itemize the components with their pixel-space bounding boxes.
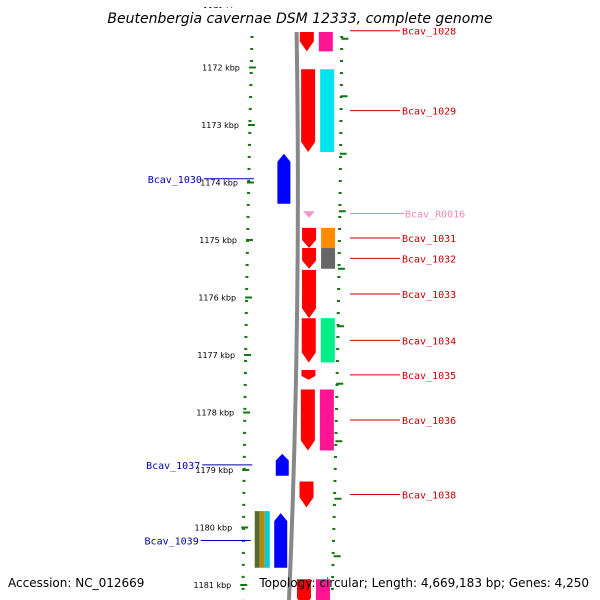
forward-gene-arrow (299, 32, 314, 52)
kbp-label: 1176 kbp (198, 294, 236, 303)
kbp-label: 1181 kbp (194, 581, 232, 590)
genome-backbone (287, 32, 300, 600)
genome-title: Beutenbergia cavernae DSM 12333, complet… (107, 11, 492, 27)
cog-color-block (321, 248, 336, 269)
cog-color-block (320, 318, 335, 363)
kbp-tick-group (240, 37, 349, 586)
gene-label: Bcav_1028 (402, 27, 456, 38)
forward-gene-arrow (300, 389, 315, 451)
kbp-label: 1175 kbp (199, 236, 237, 245)
rna-gene-mark (303, 211, 316, 218)
kbp-label: 1178 kbp (196, 409, 234, 418)
kbp-label: 1179 kbp (195, 466, 233, 475)
accession-label: Accession: NC_012669 (8, 576, 144, 590)
genes-layer (254, 0, 336, 600)
kbp-label: 1180 kbp (195, 524, 233, 533)
forward-gene-arrow (301, 318, 316, 363)
title-backing (110, 8, 490, 28)
gene-label: Bcav_R0016 (405, 210, 465, 221)
reverse-gene-arrow (274, 513, 288, 568)
gene-label: Bcav_1031 (402, 234, 456, 245)
cog-color-block (318, 0, 332, 9)
cog-color-stripe (259, 511, 265, 568)
cog-color-stripe (254, 511, 260, 568)
kbp-label: 1174 kbp (200, 179, 238, 188)
kbp-label: 1173 kbp (201, 121, 239, 130)
gene-label: Bcav_1036 (402, 416, 456, 427)
gene-label: Bcav_1037 (146, 461, 200, 472)
gene-label: Bcav_1034 (402, 336, 456, 347)
forward-gene-arrow (296, 579, 311, 600)
topology-label: Topology: circular; Length: 4,669,183 bp… (258, 576, 589, 590)
forward-gene-arrow (299, 0, 313, 9)
cog-color-block (320, 69, 335, 153)
cog-color-block (321, 227, 336, 249)
gene-label: Bcav_1038 (402, 490, 456, 501)
cog-color-block (319, 389, 334, 451)
forward-gene-arrow (301, 69, 316, 153)
right-tick-track (330, 32, 344, 600)
gene-label-group: Bcav_1028 Bcav_1029 Bcav_1030 Bcav_R0016 Bca… (145, 27, 466, 548)
gene-label: Bcav_1033 (402, 290, 456, 301)
reverse-gene-arrow (277, 153, 291, 204)
forward-gene-arrow (301, 369, 316, 380)
forward-gene-arrow (302, 269, 317, 319)
gene-label: Bcav_1030 (148, 175, 202, 186)
kbp-label: 1177 kbp (197, 351, 235, 360)
kbp-label: 1172 kbp (202, 64, 240, 73)
gene-label: Bcav_1035 (402, 371, 456, 382)
reverse-gene-arrow (275, 453, 289, 476)
left-tick-track (241, 32, 254, 600)
map-layer (240, 0, 349, 600)
forward-gene-arrow (299, 481, 314, 508)
forward-gene-arrow (302, 248, 317, 269)
forward-gene-arrow (302, 227, 317, 249)
cog-color-block (318, 32, 333, 52)
gene-label: Bcav_1039 (145, 536, 199, 547)
gene-label: Bcav_1032 (402, 254, 456, 265)
gene-label: Bcav_1029 (402, 107, 456, 118)
cog-color-stripe (264, 511, 270, 568)
cog-color-block (315, 579, 330, 600)
